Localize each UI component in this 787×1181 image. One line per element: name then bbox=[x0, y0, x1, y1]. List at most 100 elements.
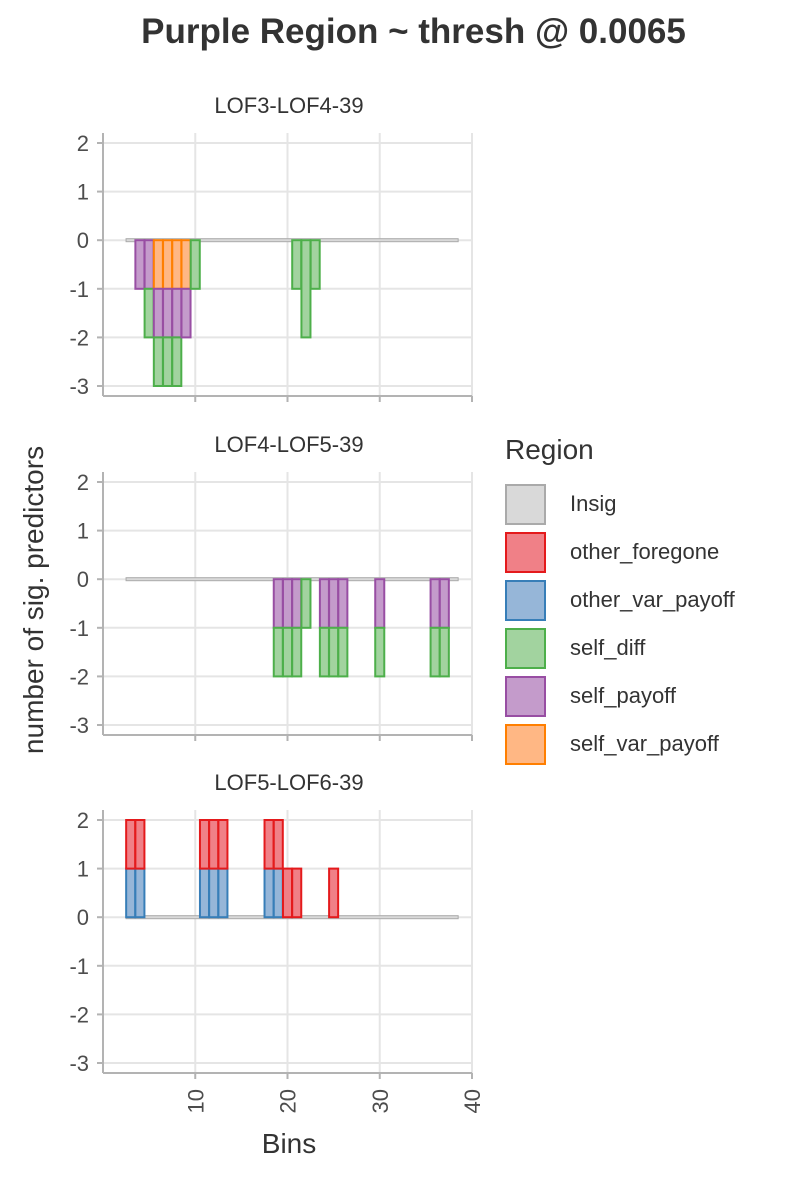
y-tick-label: 1 bbox=[77, 857, 89, 882]
bar-segment-self_payoff bbox=[438, 578, 450, 629]
legend-label: self_diff bbox=[570, 635, 646, 660]
x-tick-label: 10 bbox=[183, 1089, 208, 1113]
bar-segment-self_payoff bbox=[337, 578, 349, 629]
y-tick-label: -3 bbox=[69, 1051, 89, 1076]
bar-segment-self_payoff bbox=[429, 578, 441, 629]
bar-segment-self_diff bbox=[328, 626, 340, 678]
legend-swatch bbox=[505, 483, 546, 525]
y-tick-label: 0 bbox=[77, 567, 89, 592]
y-tick-label: -2 bbox=[69, 1002, 89, 1027]
panel-2: LOF4-LOF5-39 2 1 0 -1 -2 -3 bbox=[69, 432, 473, 741]
bar-segment-self_diff bbox=[291, 239, 303, 290]
y-tick-label: -1 bbox=[69, 616, 89, 641]
y-tick-label: 0 bbox=[77, 228, 89, 253]
legend-swatch bbox=[505, 579, 546, 621]
bar-segment-other_var_payoff bbox=[134, 867, 146, 919]
legend-swatch bbox=[505, 627, 546, 669]
x-tick-label: 20 bbox=[276, 1089, 301, 1113]
y-tick-label: 1 bbox=[77, 180, 89, 205]
legend-label: other_var_payoff bbox=[570, 587, 735, 612]
legend-item-other_foregone: other_foregone bbox=[505, 528, 735, 576]
y-tick-label: 1 bbox=[77, 519, 89, 544]
bar-segment-self_payoff bbox=[180, 287, 192, 339]
legend-item-Insig: Insig bbox=[505, 480, 735, 528]
bar-segment-self_var_payoff bbox=[171, 239, 183, 290]
bar-segment-self_diff bbox=[438, 626, 450, 678]
bar-segment-self_diff bbox=[429, 626, 441, 678]
bar-segment-other_foregone bbox=[125, 819, 137, 870]
bar-segment-other_var_payoff bbox=[217, 867, 229, 919]
y-tick-label: -3 bbox=[69, 374, 89, 399]
y-tick-label: 0 bbox=[77, 905, 89, 930]
bar-segment-self_payoff bbox=[281, 578, 294, 629]
bar-segment-other_var_payoff bbox=[272, 867, 284, 919]
bar-segment-self_diff bbox=[300, 239, 312, 339]
legend-swatch bbox=[505, 723, 546, 765]
bar-segment-self_var_payoff bbox=[162, 239, 174, 290]
bar-segment-other_foregone bbox=[328, 867, 340, 919]
bar-segment-self_payoff bbox=[162, 287, 174, 339]
panel-title: LOF5-LOF6-39 bbox=[214, 770, 363, 795]
legend-label: other_foregone bbox=[570, 539, 720, 564]
legend-swatch bbox=[505, 531, 546, 573]
x-tick-label: 40 bbox=[460, 1089, 485, 1113]
bar-segment-self_payoff bbox=[143, 239, 155, 290]
y-tick-label: 2 bbox=[77, 131, 89, 156]
bar-segment-other_foregone bbox=[134, 819, 146, 870]
bar-segment-other_foregone bbox=[217, 819, 229, 870]
legend-label: self_payoff bbox=[570, 683, 677, 708]
bar-segment-self_payoff bbox=[171, 287, 183, 339]
bar-segment-self_var_payoff bbox=[152, 239, 164, 290]
y-tick-label: -1 bbox=[69, 277, 89, 302]
bar-segment-self_diff bbox=[300, 578, 312, 629]
bar-segment-self_diff bbox=[309, 239, 321, 290]
chart-title: Purple Region ~ thresh @ 0.0065 bbox=[141, 12, 686, 51]
bar-segment-other_var_payoff bbox=[208, 867, 220, 919]
legend-item-other_var_payoff: other_var_payoff bbox=[505, 576, 735, 624]
legend: Region Insig other_foregone other_var_payo… bbox=[505, 434, 735, 768]
legend-label: self_var_payoff bbox=[570, 731, 719, 756]
bar-segment-self_diff bbox=[337, 626, 349, 678]
x-tick-label: 30 bbox=[368, 1089, 393, 1113]
bar-segment-self_payoff bbox=[272, 578, 284, 629]
bar-segment-other_foregone bbox=[208, 819, 220, 870]
bar-segment-self_payoff bbox=[152, 287, 164, 339]
bar-segment-self_diff bbox=[318, 626, 330, 678]
bar-segment-other_var_payoff bbox=[125, 867, 137, 919]
bar-segment-self_var_payoff bbox=[180, 239, 192, 290]
bar-segment-self_payoff bbox=[291, 578, 303, 629]
bar-segment-self_payoff bbox=[318, 578, 330, 629]
panel-title: LOF4-LOF5-39 bbox=[214, 432, 363, 457]
bar-segment-self_diff bbox=[189, 239, 201, 290]
bar-segment-other_var_payoff bbox=[198, 867, 210, 919]
bar-segment-self_diff bbox=[272, 626, 284, 678]
bar-segment-other_foregone bbox=[291, 867, 303, 919]
panel-1: LOF3-LOF4-39 2 1 0 -1 -2 -3 bbox=[69, 93, 473, 402]
bar-segment-self_diff bbox=[281, 626, 294, 678]
legend-item-self_diff: self_diff bbox=[505, 624, 735, 672]
legend-title: Region bbox=[505, 434, 594, 465]
y-tick-label: 2 bbox=[77, 808, 89, 833]
y-tick-label: -3 bbox=[69, 713, 89, 738]
bar-segment-self_diff bbox=[291, 626, 303, 678]
legend-label: Insig bbox=[570, 491, 617, 516]
bar-segment-self_payoff bbox=[374, 578, 386, 629]
bar-segment-self_diff bbox=[162, 336, 174, 387]
bar-segment-other_foregone bbox=[272, 819, 284, 870]
bar-segment-other_foregone bbox=[263, 819, 275, 870]
y-tick-label: -2 bbox=[69, 325, 89, 350]
bar-segment-other_foregone bbox=[198, 819, 210, 870]
bar-segment-self_diff bbox=[374, 626, 386, 678]
legend-item-self_payoff: self_payoff bbox=[505, 672, 735, 720]
bar-segment-self_diff bbox=[171, 336, 183, 387]
y-tick-label: -2 bbox=[69, 664, 89, 689]
bar-segment-other_foregone bbox=[281, 867, 294, 919]
bar-segment-self_payoff bbox=[328, 578, 340, 629]
y-tick-label: -1 bbox=[69, 954, 89, 979]
bar-segment-self_diff bbox=[152, 336, 164, 387]
legend-item-self_var_payoff: self_var_payoff bbox=[505, 720, 735, 768]
bar-segment-other_var_payoff bbox=[263, 867, 275, 919]
bar-segment-self_diff bbox=[143, 287, 155, 339]
